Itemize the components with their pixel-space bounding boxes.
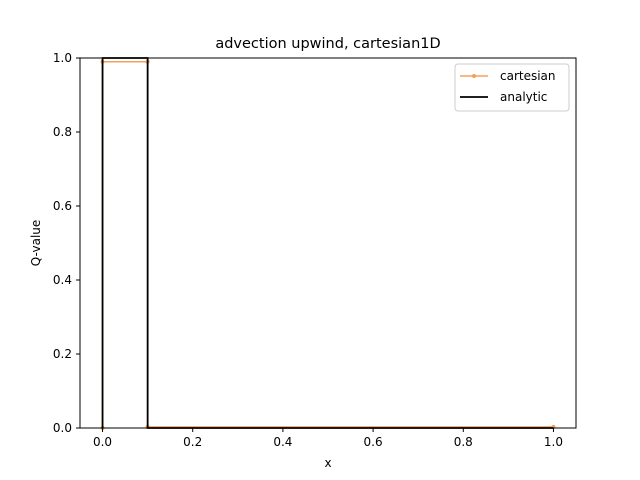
y-axis: 0.0 0.2 0.4 0.6 0.8 1.0 [53,51,80,435]
x-tick-label: 1.0 [544,435,563,449]
x-tick-label: 0.8 [454,435,473,449]
legend: cartesian analytic [454,63,570,112]
legend-label-analytic: analytic [500,90,547,104]
x-axis-label: x [324,456,331,470]
x-tick-label: 0.6 [364,435,383,449]
y-tick-label: 0.2 [53,347,72,361]
plot-frame [79,57,577,429]
chart-title: advection upwind, cartesian1D [215,36,440,52]
x-tick-label: 0.2 [183,435,202,449]
legend-label-cartesian: cartesian [500,69,556,83]
y-tick-label: 1.0 [53,51,72,65]
x-axis: 0.0 0.2 0.4 0.6 0.8 1.0 [93,428,563,449]
series-layer [100,57,556,430]
series-line-analytic [101,57,554,429]
x-tick-label: 0.0 [93,435,112,449]
legend-marker-cartesian [472,74,476,78]
y-tick-label: 0.6 [53,199,72,213]
x-tick-label: 0.4 [273,435,292,449]
y-tick-label: 0.0 [53,421,72,435]
y-tick-label: 0.8 [53,125,72,139]
y-tick-label: 0.4 [53,273,72,287]
series-line-cartesian [101,60,554,428]
y-axis-label: Q-value [29,220,43,267]
